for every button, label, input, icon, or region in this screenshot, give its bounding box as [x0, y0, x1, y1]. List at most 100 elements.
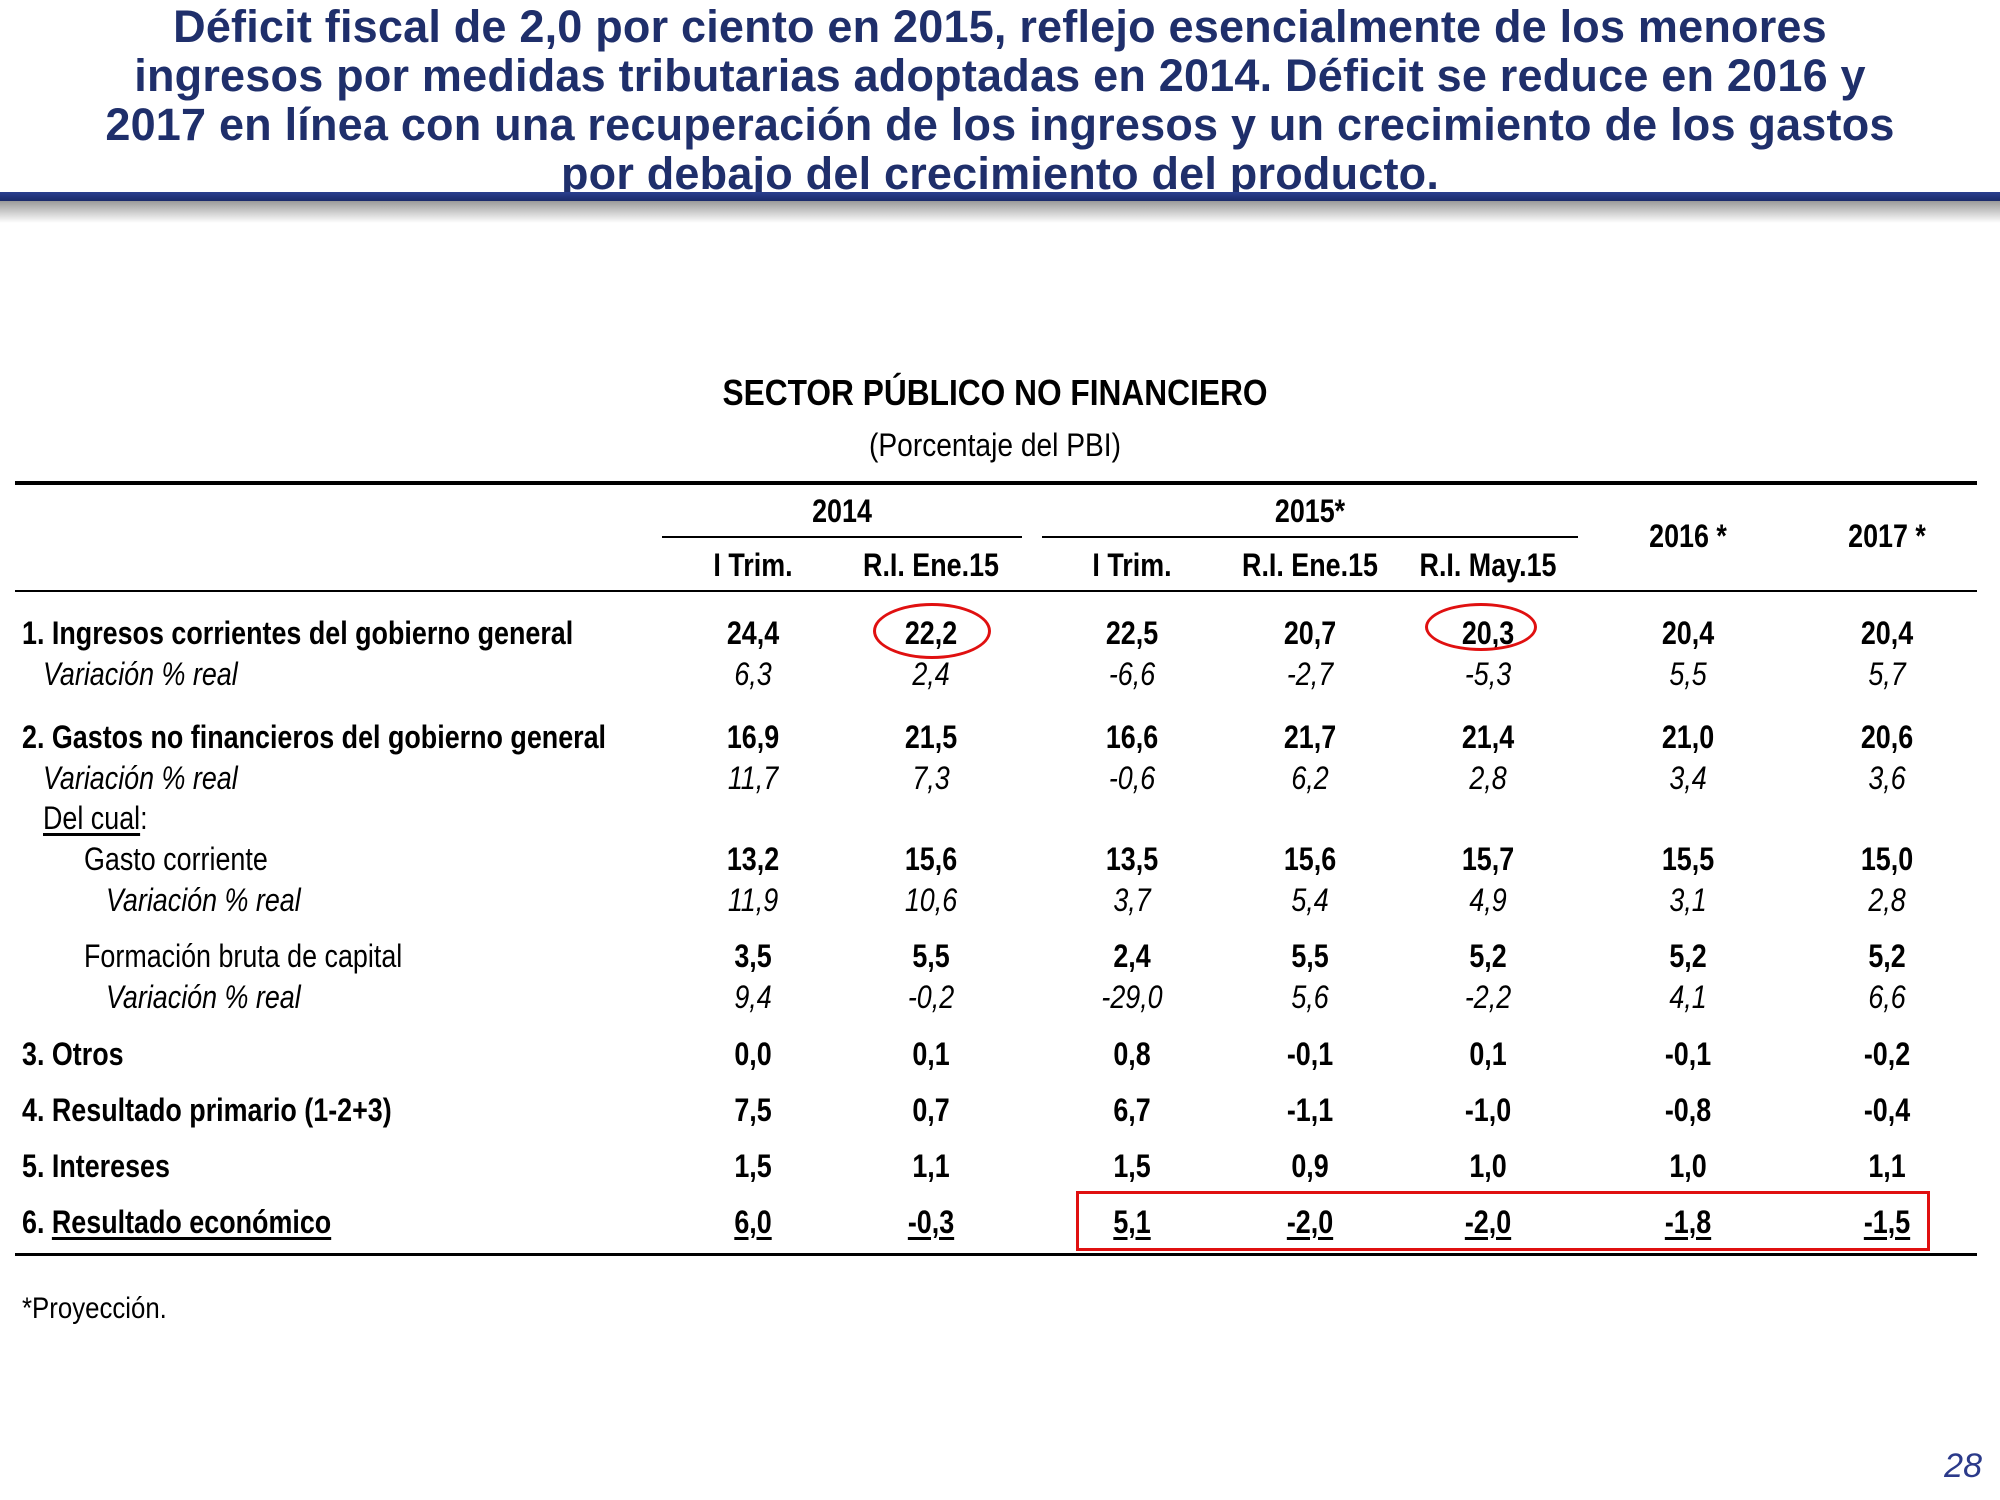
cell: 21,7 [1283, 719, 1337, 755]
cell: 4,9 [1469, 882, 1507, 918]
row-del-cual-label: Del cual: [43, 800, 148, 837]
cell: 6,2 [1291, 760, 1329, 796]
cell: 2,4 [1113, 938, 1151, 974]
table-title: SECTOR PÚBLICO NO FINANCIERO [722, 372, 1268, 413]
cell: 15,0 [1860, 841, 1914, 877]
cell: -0,2 [907, 979, 955, 1015]
resultado-economico-text: Resultado económico [51, 1204, 332, 1240]
cell: 2,8 [1469, 760, 1507, 796]
cell: 7,5 [734, 1092, 772, 1128]
cell: 5,4 [1291, 882, 1329, 918]
cell: 15,6 [1283, 841, 1337, 877]
slide-title: Déficit fiscal de 2,0 por ciento en 2015… [0, 2, 2000, 198]
cell: -1,8 [1664, 1204, 1712, 1240]
subheader-2014-ri-ene15: R.I. Ene.15 [863, 547, 999, 583]
cell: -2,7 [1286, 656, 1334, 692]
table-subtitle: (Porcentaje del PBI) [868, 427, 1121, 463]
title-line-3: 2017 en línea con una recuperación de lo… [105, 99, 1895, 150]
cell: 20,4 [1860, 615, 1914, 651]
cell: -0,2 [1863, 1036, 1911, 1072]
highlight-ellipse-2014-ri-ene15 [873, 603, 991, 659]
row-otros-label: 3. Otros [22, 1036, 124, 1072]
table-bottom-rule [15, 1253, 1977, 1256]
cell: 3,5 [734, 938, 772, 974]
cell: -2,0 [1286, 1204, 1334, 1240]
header-2017: 2017 * [1848, 518, 1926, 554]
row-fbk-label: Formación bruta de capital [84, 938, 403, 974]
cell: -1,1 [1286, 1092, 1334, 1128]
cell: 6,7 [1113, 1092, 1151, 1128]
footnote: *Proyección. [22, 1292, 167, 1325]
cell: -0,1 [1286, 1036, 1334, 1072]
title-line-4: por debajo del crecimiento del producto. [560, 148, 1440, 199]
title-divider-shadow [0, 201, 2000, 223]
cell: -0,4 [1863, 1092, 1911, 1128]
cell: 6,3 [734, 656, 772, 692]
cell: 1,0 [1669, 1148, 1707, 1184]
cell: 21,5 [904, 719, 958, 755]
cell: -1,0 [1464, 1092, 1512, 1128]
cell: 13,5 [1105, 841, 1159, 877]
row-gastos-label: 2. Gastos no financieros del gobierno ge… [22, 719, 607, 755]
page-number: 28 [1944, 1447, 1982, 1485]
cell: 15,7 [1461, 841, 1515, 877]
cell: 15,5 [1661, 841, 1715, 877]
cell: -2,2 [1464, 979, 1512, 1015]
cell: -0,1 [1664, 1036, 1712, 1072]
header-bottom-rule [15, 590, 1977, 592]
cell: 9,4 [734, 979, 772, 1015]
header-2015: 2015* [1274, 493, 1346, 529]
cell: -2,0 [1464, 1204, 1512, 1240]
cell: 4,1 [1669, 979, 1707, 1015]
cell: 13,2 [726, 841, 780, 877]
cell: 0,9 [1291, 1148, 1329, 1184]
cell: 1,5 [1113, 1148, 1151, 1184]
cell: 1,1 [912, 1148, 950, 1184]
cell: 20,4 [1661, 615, 1715, 651]
title-line-1: Déficit fiscal de 2,0 por ciento en 2015… [173, 1, 1827, 52]
cell: 1,5 [734, 1148, 772, 1184]
title-divider [0, 192, 2000, 201]
cell: 1,0 [1469, 1148, 1507, 1184]
cell: -29,0 [1101, 979, 1163, 1015]
cell: -1,5 [1863, 1204, 1911, 1240]
cell: 6,6 [1868, 979, 1906, 1015]
header-2016: 2016 * [1649, 518, 1727, 554]
cell: -0,6 [1108, 760, 1156, 796]
header-2014: 2014 [812, 493, 872, 529]
cell: 11,9 [727, 882, 779, 918]
group-2015-rule [1042, 536, 1578, 538]
cell: 5,2 [1669, 938, 1707, 974]
subheader-2015-itrim: I Trim. [1092, 547, 1172, 583]
highlight-box-resultado-economico [1076, 1191, 1930, 1251]
cell: 0,0 [734, 1036, 772, 1072]
row-gasto-corriente-label: Gasto corriente [84, 841, 268, 877]
cell: 6,0 [734, 1204, 772, 1240]
cell: 5,2 [1868, 938, 1906, 974]
cell: -0,3 [907, 1204, 955, 1240]
resultado-economico-prefix: 6. [22, 1204, 52, 1240]
cell: 0,8 [1113, 1036, 1151, 1072]
cell: 20,6 [1860, 719, 1914, 755]
subheader-2015-ri-may15: R.I. May.15 [1419, 547, 1557, 583]
cell: 21,4 [1461, 719, 1515, 755]
cell: 5,5 [1669, 656, 1707, 692]
cell: -6,6 [1108, 656, 1156, 692]
row-resultado-primario-label: 4. Resultado primario (1-2+3) [22, 1092, 392, 1128]
cell: 0,1 [1469, 1036, 1507, 1072]
cell: 3,4 [1669, 760, 1707, 796]
cell: -0,8 [1664, 1092, 1712, 1128]
row-ingresos-label: 1. Ingresos corrientes del gobierno gene… [22, 615, 574, 651]
row-gasto-corriente-variacion-label: Variación % real [106, 882, 301, 918]
cell: 5,7 [1868, 656, 1906, 692]
row-ingresos-variacion-label: Variación % real [43, 656, 238, 692]
cell: 16,6 [1105, 719, 1159, 755]
cell: 10,6 [904, 882, 958, 918]
row-intereses-label: 5. Intereses [22, 1148, 170, 1184]
row-gastos-variacion-label: Variación % real [43, 760, 238, 796]
cell: 5,6 [1291, 979, 1329, 1015]
cell: 3,1 [1669, 882, 1707, 918]
cell: 21,0 [1661, 719, 1715, 755]
cell: 1,1 [1868, 1148, 1906, 1184]
cell: 5,5 [1291, 938, 1329, 974]
